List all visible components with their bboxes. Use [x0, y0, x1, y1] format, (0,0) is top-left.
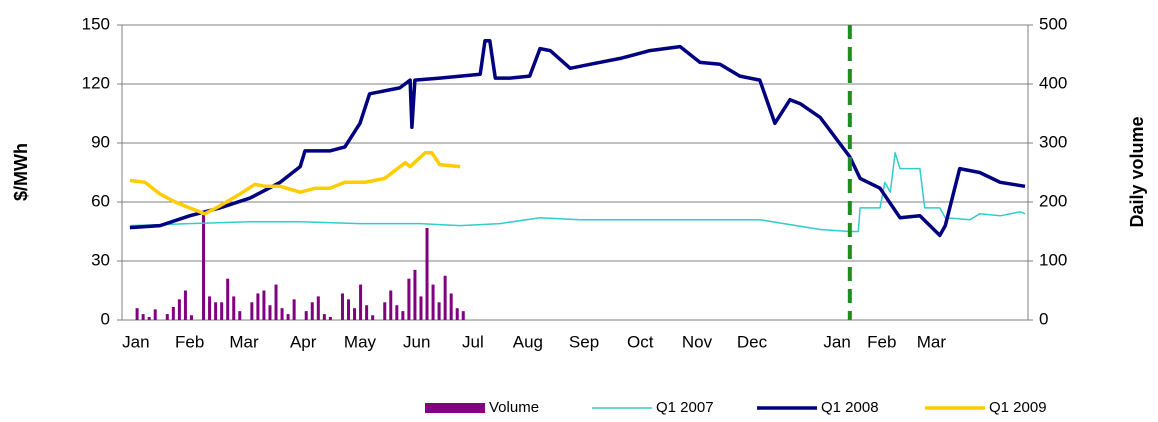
y-tick-label: 0	[101, 309, 110, 328]
x-tick-label: Mar	[917, 332, 947, 351]
x-tick-label: Dec	[737, 332, 768, 351]
legend-swatch	[425, 403, 485, 413]
volume-bar	[220, 302, 224, 320]
volume-bar	[208, 296, 212, 320]
series-line	[129, 152, 1026, 233]
volume-bar	[183, 290, 187, 320]
volume-bar	[250, 302, 254, 320]
volume-bar	[431, 284, 435, 320]
volume-bar	[256, 293, 260, 320]
volume-bar	[262, 290, 266, 320]
volume-bar	[189, 315, 193, 320]
volume-bar	[443, 275, 447, 320]
x-tick-label: May	[344, 332, 377, 351]
x-tick-label: Aug	[513, 332, 543, 351]
legend-label: Q1 2008	[821, 399, 879, 416]
x-tick-label: Oct	[627, 332, 654, 351]
volume-bar	[340, 293, 344, 320]
volume-bar	[238, 311, 242, 320]
volume-bar	[304, 311, 308, 320]
x-tick-label: Jan	[823, 332, 850, 351]
volume-bar	[449, 293, 453, 320]
volume-bar	[316, 296, 320, 320]
volume-bar	[177, 299, 181, 320]
series-line	[129, 38, 1026, 238]
y2-tick-label: 0	[1039, 309, 1048, 328]
volume-bar	[347, 299, 350, 320]
y-tick-label: 120	[82, 73, 110, 92]
volume-bar	[328, 317, 332, 320]
volume-bar	[135, 308, 139, 320]
x-tick-label: Jun	[403, 332, 430, 351]
x-tick-label: Jul	[462, 332, 484, 351]
x-tick-label: Feb	[175, 332, 204, 351]
volume-bar	[407, 278, 411, 320]
volume-bar	[461, 311, 465, 320]
x-tick-label: Apr	[290, 332, 317, 351]
y-tick-label: 60	[91, 191, 110, 210]
volume-bar	[389, 290, 393, 320]
y2-tick-label: 100	[1039, 250, 1067, 269]
volume-bar	[353, 308, 357, 320]
volume-bar	[310, 302, 314, 320]
volume-bar	[371, 315, 375, 320]
volume-bar	[437, 302, 441, 320]
y-tick-label: 150	[82, 14, 110, 33]
volume-bar	[226, 278, 230, 320]
volume-bar	[280, 308, 284, 320]
legend-label: Q1 2009	[989, 399, 1047, 416]
volume-bar	[268, 305, 272, 320]
volume-bar	[419, 296, 423, 320]
volume-bar	[359, 284, 363, 320]
legend-label: Volume	[489, 399, 539, 416]
volume-bar	[286, 314, 290, 320]
volume-bar	[395, 305, 399, 320]
volume-bar	[202, 214, 206, 320]
y-tick-label: 30	[91, 250, 110, 269]
volume-bar	[365, 305, 369, 320]
volume-bar	[274, 284, 278, 320]
series-line	[129, 151, 461, 216]
volume-bar	[153, 309, 157, 320]
volume-bar	[171, 307, 175, 320]
x-tick-label: Nov	[682, 332, 713, 351]
y2-axis-title: Daily volume	[1127, 116, 1147, 227]
y2-tick-label: 200	[1039, 191, 1067, 210]
y-tick-label: 90	[91, 132, 110, 151]
volume-bar	[413, 269, 417, 320]
x-tick-label: Mar	[229, 332, 259, 351]
volume-bar	[425, 227, 429, 320]
volume-bar	[401, 311, 405, 320]
y-axis-title: $/MWh	[11, 143, 31, 201]
volume-bar	[232, 296, 236, 320]
volume-bar	[214, 302, 218, 320]
volume-bar	[292, 299, 296, 320]
volume-bar	[147, 317, 151, 320]
volume-bar	[383, 302, 387, 320]
y2-tick-label: 500	[1039, 14, 1067, 33]
y2-tick-label: 400	[1039, 73, 1067, 92]
x-tick-label: Sep	[569, 332, 599, 351]
x-tick-label: Feb	[867, 332, 896, 351]
legend-label: Q1 2007	[656, 399, 714, 416]
volume-bar	[455, 308, 459, 320]
volume-bar	[322, 314, 326, 320]
x-tick-label: Jan	[122, 332, 149, 351]
volume-bar	[165, 314, 169, 320]
volume-bar	[141, 314, 145, 320]
y2-tick-label: 300	[1039, 132, 1067, 151]
